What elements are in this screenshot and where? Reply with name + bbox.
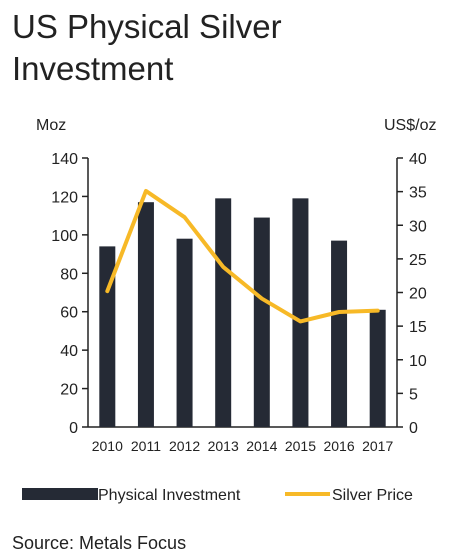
legend-label-physical-investment: Physical Investment: [98, 487, 241, 504]
y-right-tick-label: 30: [409, 218, 427, 235]
y-right-tick-label: 20: [409, 286, 427, 303]
bar-2010: [99, 246, 116, 427]
bar-2012: [176, 238, 193, 427]
x-tick-label: 2011: [131, 438, 161, 454]
source-note: Source: Metals Focus: [12, 533, 187, 553]
bar-2016: [331, 240, 348, 427]
x-tick-label: 2015: [285, 438, 316, 454]
legend-label-silver-price: Silver Price: [332, 487, 413, 504]
y-right-tick-label: 15: [409, 319, 427, 336]
x-tick-label: 2016: [323, 438, 354, 454]
y-right-tick-label: 25: [409, 252, 427, 269]
bar-2013: [215, 198, 232, 427]
legend: Physical Investment Silver Price: [22, 487, 413, 504]
y-left-tick-label: 40: [60, 343, 78, 360]
bar-2017: [369, 309, 386, 427]
x-tick-label: 2013: [208, 438, 239, 454]
bar-2014: [253, 217, 270, 427]
y-left-tick-label: 120: [51, 189, 78, 206]
y-right-tick-label: 40: [409, 151, 427, 168]
bar-2015: [292, 198, 309, 427]
y-left-tick-label: 60: [60, 305, 78, 322]
y-right-tick-label: 10: [409, 353, 427, 370]
chart-title: US Physical Silver Investment: [12, 8, 282, 87]
y-left-tick-label: 20: [60, 382, 78, 399]
y-right-tick-label: 5: [409, 386, 418, 403]
legend-swatch-physical-investment: [22, 488, 98, 500]
x-tick-label: 2012: [169, 438, 200, 454]
x-tick-label: 2017: [362, 438, 393, 454]
y-right-tick-label: 35: [409, 185, 427, 202]
x-tick-label: 2010: [92, 438, 123, 454]
y-axis-right-label: US$/oz: [384, 117, 436, 134]
x-tick-label: 2014: [246, 438, 277, 454]
bar-2011: [137, 202, 154, 427]
y-left-tick-label: 140: [51, 151, 78, 168]
silver-price-line: [105, 188, 380, 324]
y-left-tick-label: 0: [69, 420, 78, 437]
y-left-tick-label: 80: [60, 266, 78, 283]
y-right-tick-label: 0: [409, 420, 418, 437]
y-axis-left-label: Moz: [36, 117, 66, 134]
y-left-tick-label: 100: [51, 228, 78, 245]
